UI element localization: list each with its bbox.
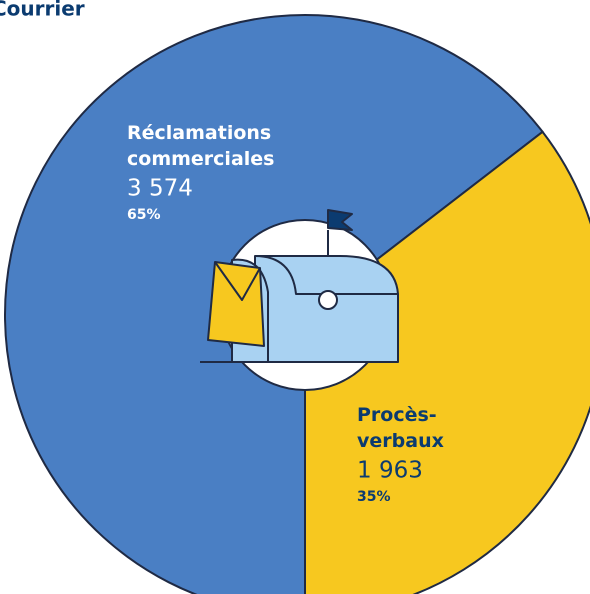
value-label: 1 963 bbox=[357, 458, 423, 484]
slice-label: Procès-verbaux bbox=[357, 404, 444, 452]
mailbox-icon bbox=[200, 209, 399, 391]
pie-slice bbox=[304, 130, 590, 594]
chart-title: Courrier bbox=[0, 0, 85, 21]
share-label: 35% bbox=[357, 489, 391, 505]
slice-label: Réclamations commerciales bbox=[127, 122, 274, 170]
share-label: 65% bbox=[127, 207, 161, 223]
value-label: 3 574 bbox=[127, 176, 193, 202]
